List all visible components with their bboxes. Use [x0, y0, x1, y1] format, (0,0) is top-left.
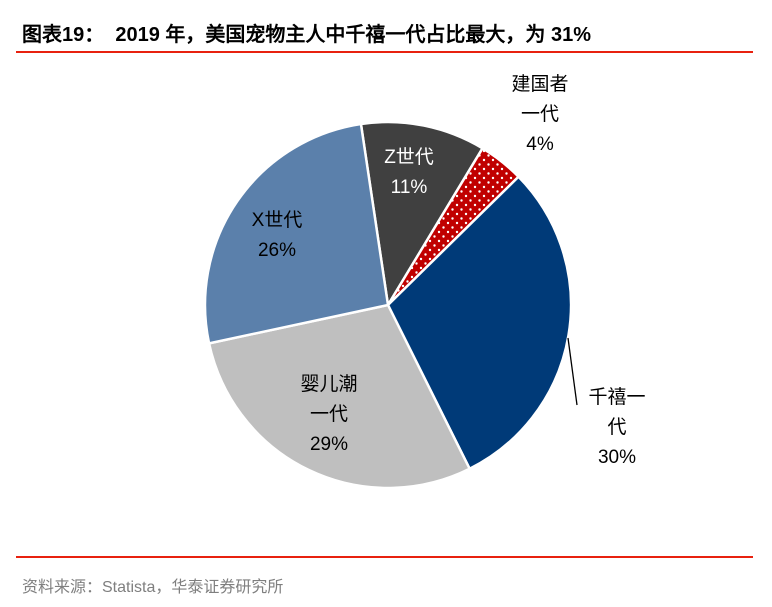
- leader-line: [567, 337, 578, 406]
- label-millennials-name1: 千禧一: [588, 387, 646, 408]
- label-genx-value: 26%: [257, 240, 297, 261]
- label-millennials: 千禧一 代 30%: [588, 383, 645, 473]
- label-boomers: 婴儿潮 一代 29%: [300, 370, 357, 460]
- label-jianguo-name2: 一代: [520, 104, 560, 125]
- pie-slice-0: [359, 120, 485, 309]
- label-millennials-name2: 代: [607, 417, 627, 438]
- title-divider: [16, 51, 753, 53]
- label-genx: X世代 26%: [252, 206, 303, 266]
- source-note: 资料来源：Statista，华泰证券研究所: [22, 579, 284, 596]
- label-genx-name: X世代: [251, 210, 303, 231]
- label-boomers-name1: 婴儿潮: [300, 374, 358, 395]
- pie-slice-3: [207, 303, 472, 490]
- label-jianguo-value: 4%: [526, 134, 554, 155]
- label-millennials-value: 30%: [597, 447, 637, 468]
- label-genz: Z世代 11%: [384, 143, 434, 203]
- label-boomers-name2: 一代: [309, 404, 349, 425]
- label-genz-value: 11%: [390, 177, 428, 198]
- label-boomers-value: 29%: [309, 434, 349, 455]
- label-genz-name: Z世代: [384, 147, 434, 168]
- label-jianguo-name1: 建国者: [511, 74, 569, 95]
- footer-divider: [16, 556, 753, 558]
- chart-title: 图表19： 2019 年，美国宠物主人中千禧一代占比最大，为 31%: [22, 24, 591, 46]
- label-jianguo: 建国者 一代 4%: [511, 70, 568, 160]
- pie-slice-4: [203, 122, 390, 345]
